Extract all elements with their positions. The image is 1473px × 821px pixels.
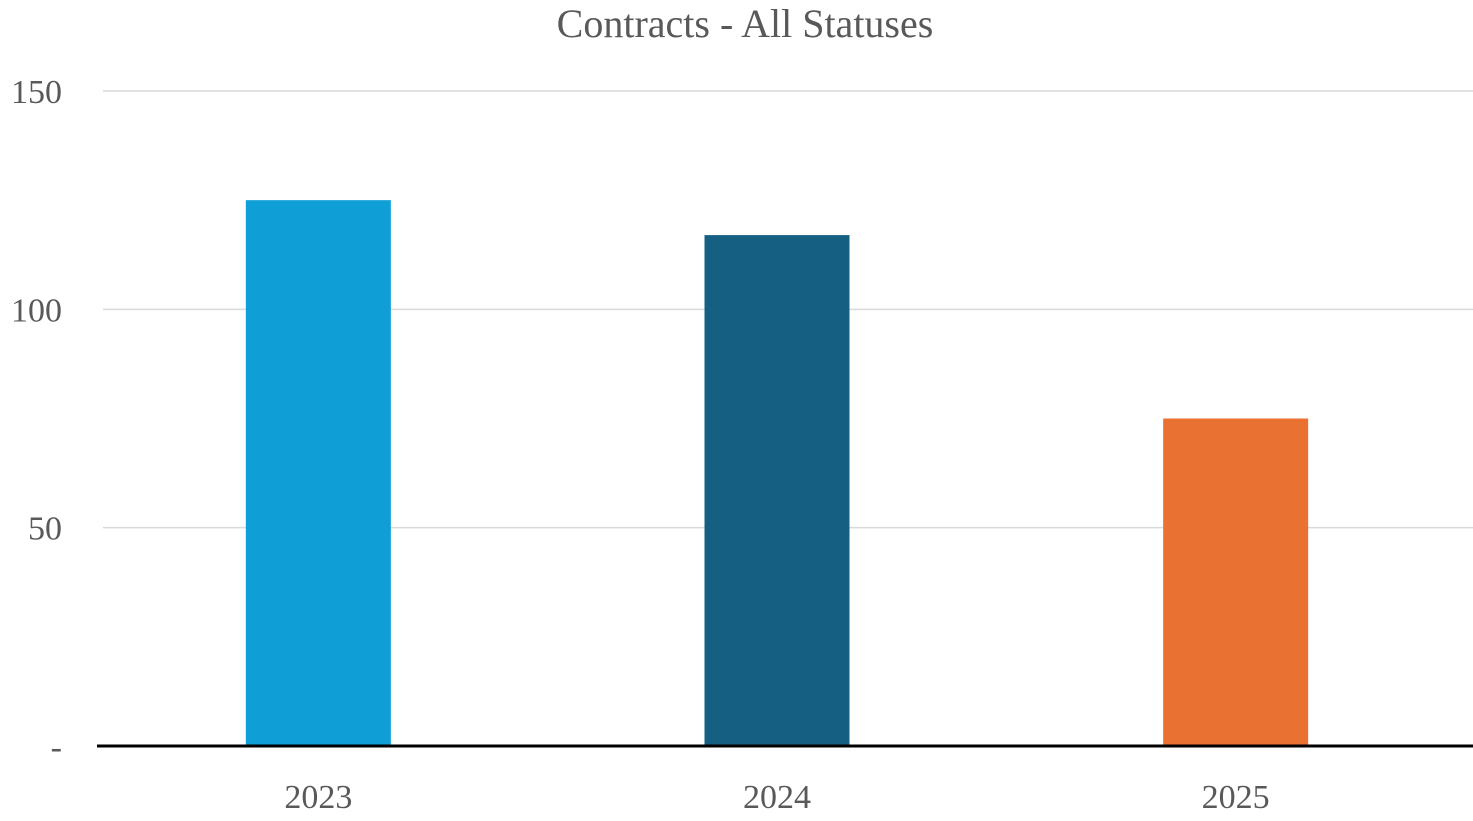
bar-2025 xyxy=(1163,418,1309,746)
x-tick-label: 2025 xyxy=(1202,779,1270,816)
bar-2024 xyxy=(704,235,850,746)
bar-2023 xyxy=(245,200,391,746)
y-axis-ticks: - 50 100 150 xyxy=(11,74,62,766)
y-tick-label: 150 xyxy=(11,74,62,111)
y-tick-label: 100 xyxy=(11,292,62,329)
x-tick-label: 2023 xyxy=(284,779,352,816)
y-tick-label: 50 xyxy=(28,511,62,548)
x-axis-ticks: 2023 2024 2025 xyxy=(284,779,1269,816)
y-tick-label: - xyxy=(51,729,62,766)
chart-title: Contracts - All Statuses xyxy=(557,1,934,46)
bars xyxy=(245,200,1309,746)
x-tick-label: 2024 xyxy=(743,779,811,816)
